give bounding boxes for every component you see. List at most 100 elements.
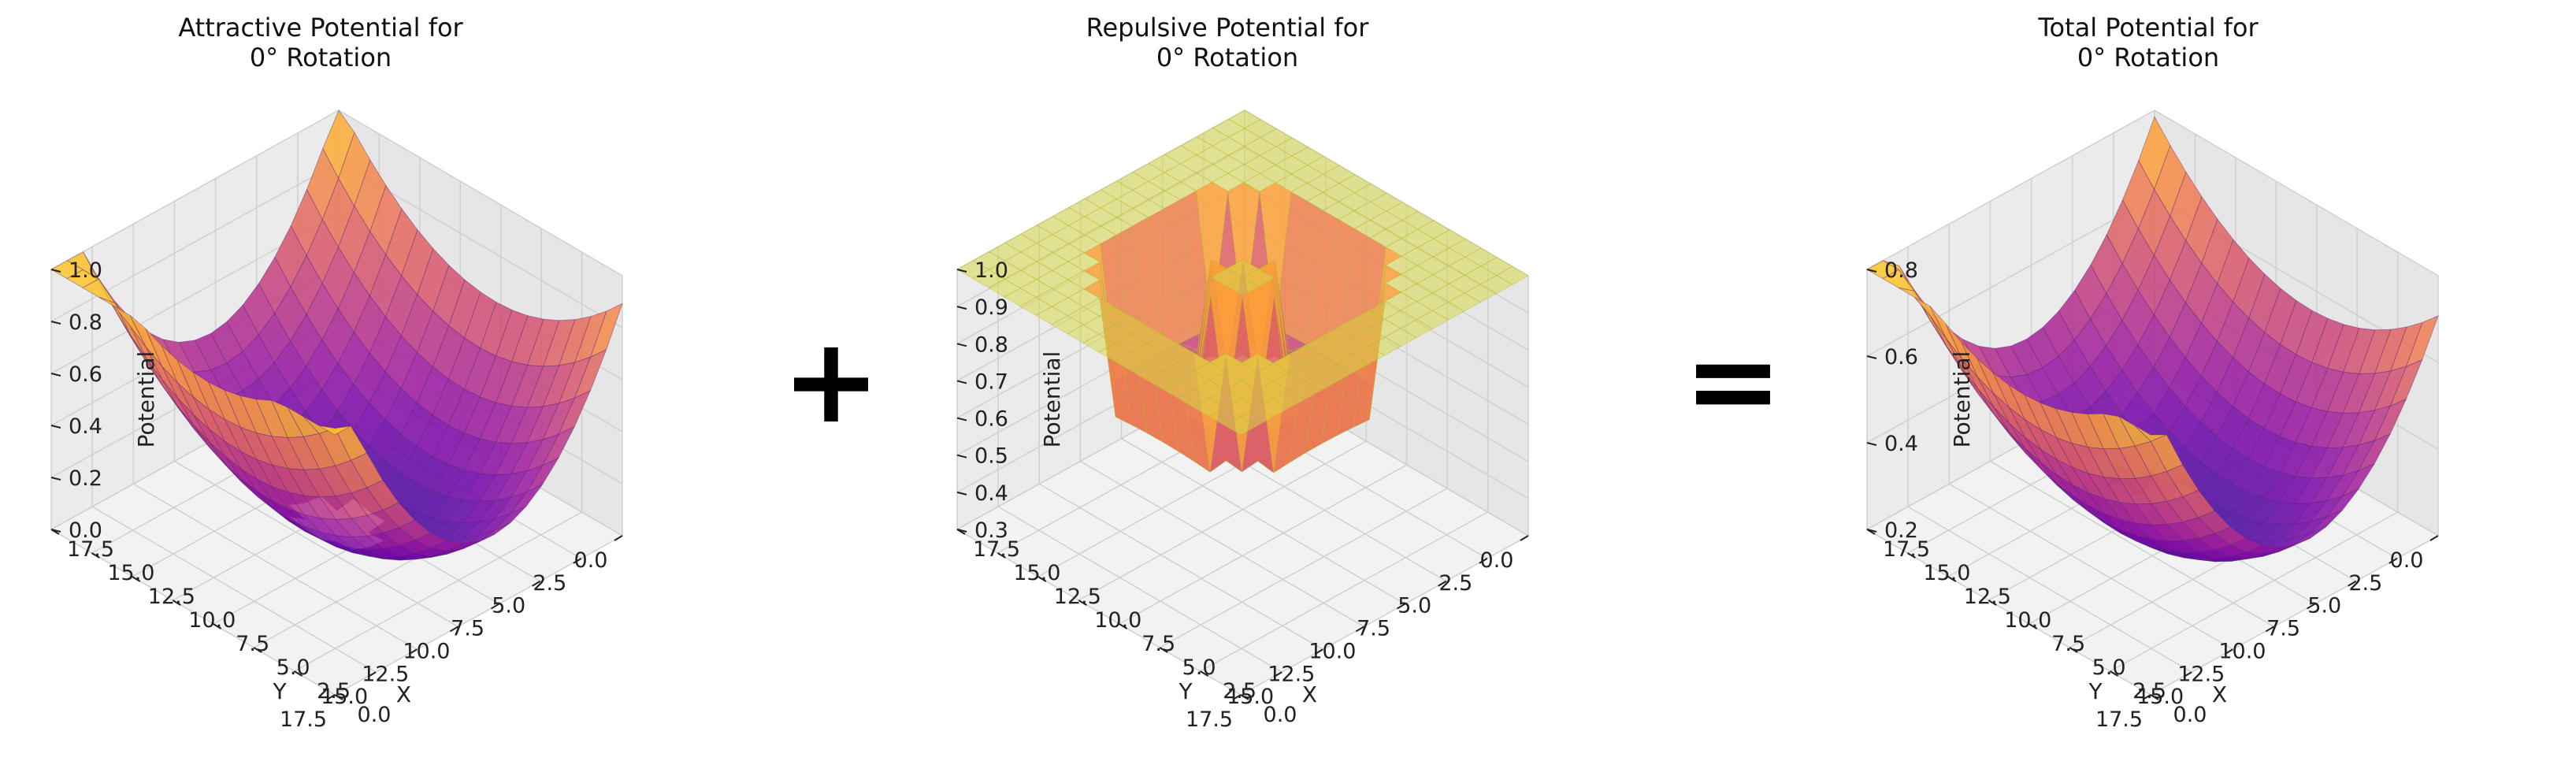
- x-tick: [367, 671, 377, 678]
- x-tick-label: 17.5: [1186, 707, 1233, 732]
- x-axis-label: X: [2212, 681, 2227, 707]
- surface: [50, 110, 623, 561]
- y-tick: [1078, 600, 1087, 606]
- x-tick-label: 5.0: [2307, 594, 2341, 618]
- z-axis-label: Potential: [1039, 351, 1065, 448]
- y-tick-label: 10.0: [188, 608, 236, 633]
- grid-line: [1159, 488, 1448, 648]
- x-tick: [1438, 580, 1447, 587]
- grid-line: [1866, 110, 2439, 277]
- z-tick-label: 0.3: [974, 518, 1008, 543]
- chart-title-line-2: 0° Rotation: [1156, 43, 1298, 72]
- x-tick: [1314, 648, 1323, 655]
- x-tick: [2224, 648, 2233, 655]
- x-tick: [2265, 626, 2274, 633]
- y-tick-label: 15.0: [1923, 561, 1970, 585]
- x-tick: [1479, 557, 1488, 564]
- z-tick: [50, 477, 61, 481]
- y-tick: [1988, 600, 1997, 606]
- y-tick: [2150, 694, 2159, 700]
- grid-line: [1990, 460, 2274, 628]
- y-tick-label: 5.0: [277, 655, 310, 680]
- grid-line: [132, 483, 418, 650]
- y-tick-label: 7.5: [2051, 632, 2085, 656]
- x-tick: [1273, 671, 1282, 678]
- surface-cell: [1224, 416, 1258, 436]
- z-tick: [956, 529, 967, 533]
- grid-line: [1907, 506, 2192, 673]
- y-tick: [1240, 694, 1249, 700]
- x-tick-label: 17.5: [2095, 707, 2143, 732]
- x-tick-label: 7.5: [2266, 617, 2300, 641]
- y-tick-label: 10.0: [2004, 608, 2051, 633]
- x-tick-label: 12.5: [2177, 662, 2225, 686]
- x-tick: [2142, 694, 2151, 700]
- y-tick: [294, 670, 303, 677]
- z-tick-label: 0.4: [69, 414, 102, 439]
- x-tick: [2429, 535, 2439, 541]
- grid-line: [1948, 483, 2233, 650]
- z-tick-label: 0.2: [69, 466, 102, 491]
- z-tick: [956, 269, 967, 273]
- z-tick: [1866, 442, 1877, 446]
- y-axis-label: Y: [2088, 678, 2103, 704]
- y-tick-label: 17.5: [1883, 537, 1930, 562]
- x-tick: [1520, 535, 1529, 541]
- x-axis-label: X: [396, 681, 411, 707]
- z-tick-label: 0.4: [1884, 432, 1918, 456]
- y-tick-label: 7.5: [236, 632, 269, 656]
- x-tick-label: 10.0: [1308, 639, 1356, 663]
- x-tick-label: 17.5: [280, 707, 327, 732]
- z-tick: [956, 380, 967, 384]
- y-tick-label: 17.5: [67, 537, 114, 562]
- surface-cell: [2134, 425, 2167, 442]
- grid-line: [1119, 464, 1408, 625]
- y-tick-label: 2.5: [1223, 679, 1256, 704]
- z-tick-label: 0.7: [974, 369, 1008, 394]
- x-tick: [2183, 671, 2192, 678]
- y-tick-label: 5.0: [2092, 655, 2126, 680]
- z-tick: [50, 425, 61, 429]
- y-tick: [334, 694, 343, 700]
- y-tick: [1200, 670, 1209, 677]
- y-tick-label: 17.5: [973, 537, 1020, 562]
- x-tick: [2389, 557, 2398, 564]
- y-tick: [2069, 647, 2078, 653]
- z-tick-label: 0.6: [974, 407, 1008, 432]
- y-tick-label: 7.5: [1141, 632, 1175, 656]
- z-tick: [50, 269, 61, 273]
- y-tick-label: 0.0: [2173, 703, 2207, 727]
- chart-title-line-2: 0° Rotation: [250, 43, 392, 72]
- y-tick: [1119, 623, 1128, 629]
- z-tick-label: 0.6: [1884, 345, 1918, 369]
- surface-cell: [318, 425, 351, 436]
- z-tick-label: 0.9: [974, 295, 1008, 320]
- plus-operator: +: [781, 313, 881, 450]
- grid-line: [91, 506, 377, 673]
- chart-title-line-1: Attractive Potential for: [178, 13, 463, 43]
- y-tick-label: 12.5: [1054, 585, 1101, 609]
- y-tick: [1037, 576, 1047, 582]
- y-tick: [132, 576, 141, 582]
- x-tick-label: 15.0: [321, 685, 368, 709]
- z-tick-label: 0.8: [974, 332, 1008, 357]
- x-tick: [2348, 580, 2357, 587]
- x-tick: [491, 603, 500, 610]
- y-tick-label: 12.5: [148, 585, 195, 609]
- z-axis-label: Potential: [1949, 351, 1975, 448]
- z-tick-label: 0.6: [69, 362, 102, 387]
- y-tick-label: 10.0: [1094, 608, 1141, 633]
- equals-operator: =: [1683, 313, 1783, 450]
- grid-line: [1038, 483, 1323, 650]
- x-tick-label: 0.0: [574, 548, 608, 573]
- x-tick-label: 5.0: [1397, 594, 1431, 618]
- x-tick-label: 0.0: [2390, 548, 2424, 573]
- z-tick: [956, 491, 967, 496]
- y-tick: [1159, 647, 1168, 653]
- z-tick-label: 0.5: [974, 444, 1008, 469]
- z-tick-label: 1.0: [974, 258, 1008, 283]
- y-tick: [2110, 670, 2119, 677]
